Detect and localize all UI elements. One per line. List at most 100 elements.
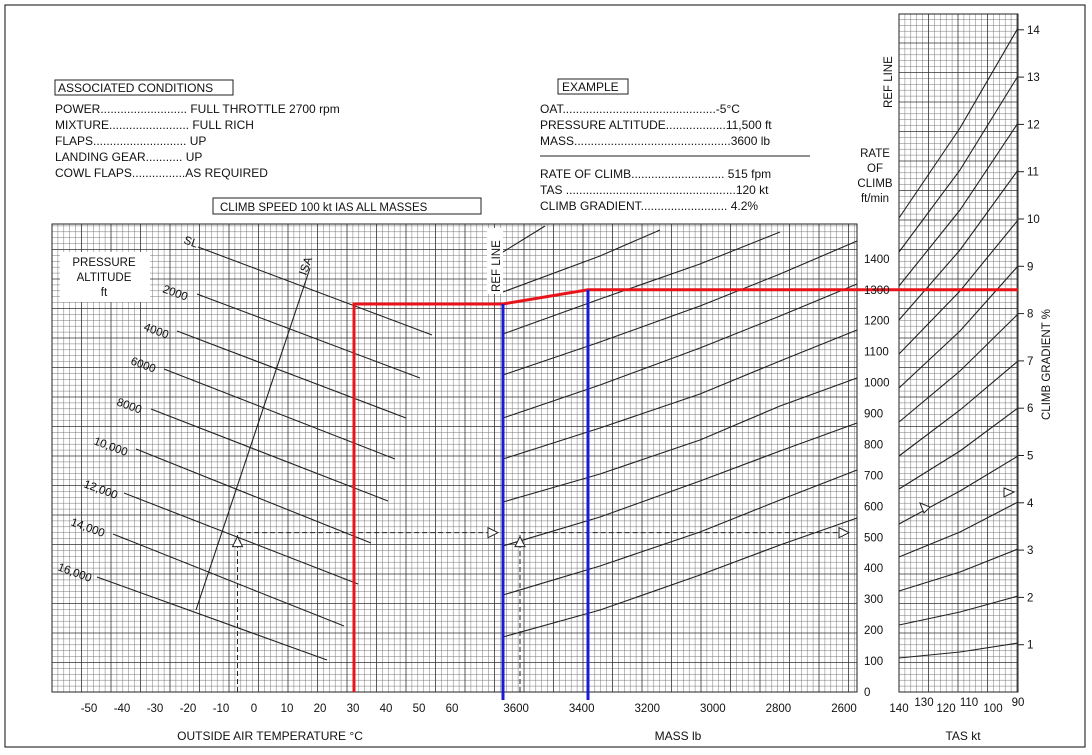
altitude-line-16,000 [96, 576, 328, 661]
mass-guide-line-3 [502, 422, 858, 547]
temperature-tick--10: -10 [213, 703, 230, 715]
associated-conditions-title: ASSOCIATED CONDITIONS [58, 81, 213, 95]
mass-guide-line-9 [502, 229, 661, 293]
example-arrow-up-mass [514, 535, 526, 548]
gradient-tick-7: 7 [1027, 356, 1033, 368]
gradient-tick-6: 6 [1027, 403, 1033, 415]
gradient-tick-9: 9 [1027, 261, 1033, 273]
main-grid-minor [52, 224, 857, 692]
rate-of-climb-tick-300: 300 [864, 594, 883, 606]
altitude-line-8000 [150, 408, 389, 502]
gradient-tick-3: 3 [1027, 545, 1033, 557]
altitude-line-SL [197, 246, 433, 336]
climb-gradient-line-6 [898, 407, 1019, 490]
condition-power: POWER.......................... FULL THR… [55, 102, 340, 116]
example-dashed-mass [519, 532, 840, 692]
associated-conditions-box [54, 79, 234, 96]
temperature-tick-50: 50 [413, 703, 426, 715]
altitude-line-2000 [196, 293, 421, 379]
gradient-tick-5: 5 [1027, 451, 1033, 463]
gradient-tick-4: 4 [1027, 498, 1034, 510]
climb-gradient-line-4 [898, 501, 1019, 558]
climb-gradient-line-9 [898, 265, 1019, 389]
temperature-tick-0: 0 [251, 703, 257, 715]
example-title: EXAMPLE [562, 80, 619, 94]
gradient-tick-13: 13 [1027, 72, 1040, 84]
rate-of-climb-tick-600: 600 [864, 501, 883, 513]
condition-mixture: MIXTURE........................ FULL RIC… [55, 118, 254, 132]
rate-of-climb-tick-0: 0 [864, 687, 870, 699]
rate-of-climb-label-1: RATE [860, 148, 890, 160]
tas-tick-130: 130 [914, 697, 933, 709]
altitude-line-12,000 [123, 492, 359, 585]
rate-of-climb-tick-700: 700 [864, 470, 883, 482]
climb-gradient-line-7 [898, 360, 1019, 457]
climb-gradient-line-14 [898, 27, 1019, 219]
temperature-tick--20: -20 [180, 703, 197, 715]
example-arrow-right-ref [487, 526, 500, 539]
example-arrow-up-temp [231, 535, 244, 548]
mass-guide-line-4 [502, 377, 858, 503]
gradient-tick-1: 1 [1027, 640, 1033, 652]
rate-of-climb-tick-1300: 1300 [864, 285, 890, 297]
tas-axis-title: TAS kt [945, 729, 981, 743]
tas-tick-110: 110 [960, 697, 978, 709]
temperature-tick--40: -40 [114, 703, 131, 715]
mass-tick-2800: 2800 [766, 703, 792, 715]
climb-gradient-label: CLIMB GRADIENT % [1041, 309, 1053, 420]
ref-line-mass-bg [487, 228, 503, 294]
climb-gradient-line-11 [898, 169, 1019, 321]
pressure-altitude-label-1: PRESSURE [72, 257, 136, 269]
altitude-line-14,000 [112, 533, 345, 627]
climb-gradient-line-8 [898, 313, 1019, 423]
rate-of-climb-tick-500: 500 [864, 532, 883, 544]
gradient-tick-11: 11 [1027, 167, 1039, 179]
gradient-tick-2: 2 [1027, 592, 1033, 604]
temperature-tick--30: -30 [147, 703, 164, 715]
climb-gradient-line-13 [898, 75, 1019, 253]
mass-guide-line-10 [502, 225, 546, 253]
temperature-tick-60: 60 [446, 703, 459, 715]
temperature-tick-20: 20 [314, 703, 327, 715]
mass-tick-2600: 2600 [831, 703, 857, 715]
rate-of-climb-tick-1200: 1200 [864, 316, 890, 328]
climb-gradient-line-12 [898, 122, 1019, 287]
rate-of-climb-tick-900: 900 [864, 409, 883, 421]
rate-of-climb-label-4: ft/min [861, 193, 889, 205]
pressure-altitude-label-bg [60, 252, 150, 302]
pressure-altitude-label-2: ALTITUDE [77, 272, 132, 284]
climb-gradient-line-1 [898, 642, 1019, 659]
mass-tick-3200: 3200 [634, 703, 660, 715]
example-paths [231, 288, 1018, 700]
example-box [557, 78, 629, 95]
mass-tick-3000: 3000 [700, 703, 726, 715]
rate-of-climb-tick-400: 400 [864, 563, 883, 575]
mass-tick-3600: 3600 [503, 703, 529, 715]
axis-ticks: -50 -40 -30 -20 -10 0 10 20 30 40 50 60 3600 3400 3200… [81, 25, 1041, 715]
example-mass: MASS....................................… [540, 134, 770, 148]
mass-tick-3400: 3400 [569, 703, 595, 715]
gradient-tick-12: 12 [1027, 119, 1040, 131]
climb-gradient-line-5 [898, 455, 1019, 525]
example-oat-unit: °C [726, 102, 740, 116]
climb-gradient-line-2 [898, 595, 1019, 626]
mass-guide-line-7 [502, 240, 858, 376]
rate-of-climb-tick-1100: 1100 [864, 347, 889, 359]
rate-of-climb-label-2: OF [867, 163, 883, 175]
climb-gradient-line-3 [898, 548, 1019, 592]
temperature-tick-40: 40 [380, 703, 393, 715]
temperature-tick-30: 30 [347, 703, 360, 715]
altitude-line-10,000 [135, 448, 372, 544]
example-climb-gradient: CLIMB GRADIENT..........................… [540, 199, 758, 213]
altitude-label-SL: SL [182, 235, 200, 251]
altitude-line-4000 [176, 330, 407, 419]
gradient-tick-8: 8 [1027, 309, 1033, 321]
ref-line-mass-label: REF LINE [491, 240, 503, 292]
tas-tick-90: 90 [1012, 697, 1025, 709]
tas-tick-140: 140 [889, 703, 908, 715]
rate-of-climb-label-3: CLIMB [857, 178, 892, 190]
example-rate-of-climb: RATE OF CLIMB...........................… [540, 167, 771, 181]
rate-of-climb-tick-1000: 1000 [864, 378, 890, 390]
mass-guide-line-2 [502, 469, 858, 596]
